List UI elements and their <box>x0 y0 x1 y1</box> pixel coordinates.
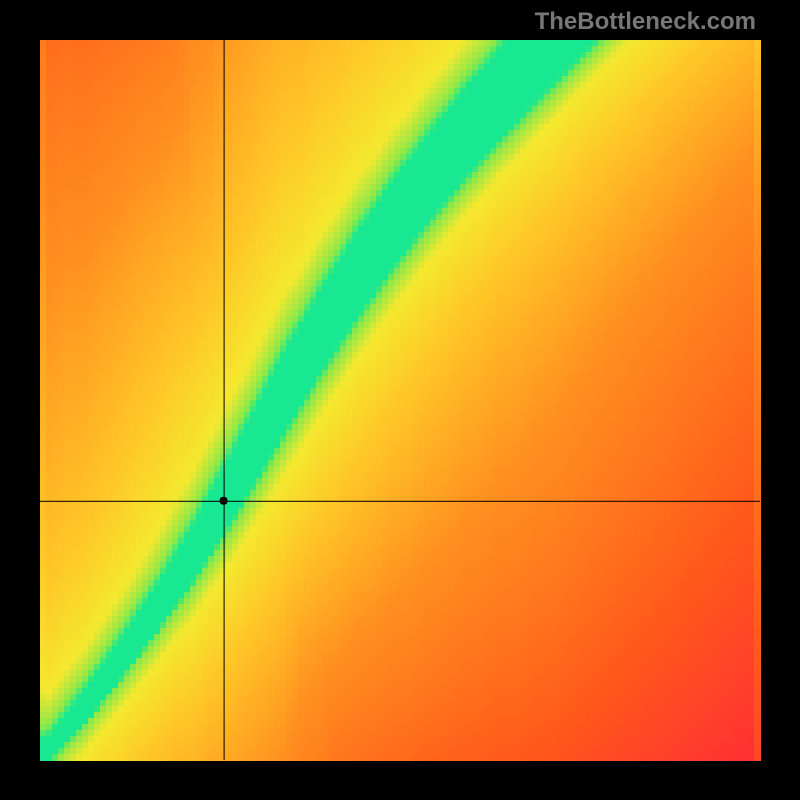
image-container: TheBottleneck.com <box>0 0 800 800</box>
watermark-text: TheBottleneck.com <box>535 8 756 36</box>
bottleneck-heatmap <box>0 0 800 800</box>
